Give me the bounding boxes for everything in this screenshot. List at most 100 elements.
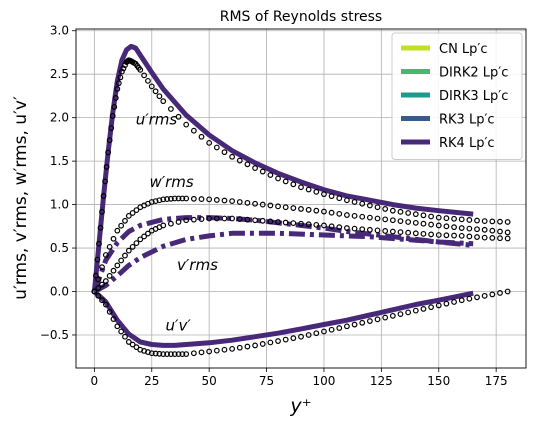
reference-point (190, 195, 197, 202)
y-tick-label: 2.0 (50, 111, 69, 125)
reference-point (305, 332, 312, 338)
reference-point (110, 267, 117, 274)
reference-point (497, 218, 503, 225)
plot-frame (75, 28, 527, 369)
reference-point (99, 297, 105, 304)
reference-point (504, 235, 511, 242)
reference-point (206, 215, 213, 222)
reference-point (229, 198, 236, 205)
reference-point (125, 212, 132, 219)
reference-point (374, 227, 381, 234)
reference-point (451, 232, 457, 239)
curve-annotation: w′rms (149, 173, 193, 191)
reference-point (351, 212, 358, 219)
reference-point (114, 86, 121, 92)
reference-point (321, 191, 327, 198)
reference-point (389, 228, 396, 235)
reference-point (298, 333, 304, 340)
reference-point (106, 243, 113, 250)
reference-point (103, 164, 110, 170)
reference-point (118, 328, 125, 335)
reference-point (115, 80, 122, 87)
reference-point (167, 106, 174, 112)
reference-point (344, 212, 350, 218)
reference-point (221, 346, 228, 353)
reference-point (451, 224, 457, 231)
x-tick-label: 175 (485, 374, 508, 388)
reference-point (313, 330, 320, 337)
reference-point (105, 149, 112, 156)
reference-point (108, 125, 115, 131)
reference-point (259, 341, 266, 347)
reference-point (366, 214, 373, 221)
reference-point (474, 217, 480, 224)
reference-point (190, 127, 197, 134)
reference-point (236, 199, 243, 205)
reference-point (117, 74, 124, 81)
reference-point (458, 216, 465, 223)
reference-point (221, 197, 228, 204)
reference-point (190, 350, 197, 357)
reference-point (152, 88, 159, 95)
reference-point (114, 227, 121, 234)
reference-point (229, 345, 236, 352)
y-tick-label: 3.0 (50, 24, 69, 38)
ticks: 0 25 50 75 100 125 150 175 −0.5 0.0 0.5 1.0 1.5 2.0 2.… (40, 24, 508, 388)
reference-point (99, 264, 105, 271)
reference-point (183, 351, 190, 357)
reference-point (412, 211, 419, 218)
reference-point (109, 113, 116, 119)
reference-point (481, 292, 488, 299)
curve-annotation: u′rms (136, 111, 178, 129)
reference-point (229, 215, 236, 222)
reference-point (95, 285, 102, 291)
reference-point (229, 153, 236, 160)
x-tick-label: 125 (370, 374, 393, 388)
reference-point (111, 104, 118, 110)
reference-point (420, 305, 427, 312)
reference-point (298, 206, 304, 212)
reference-point (175, 219, 182, 225)
reference-point (412, 230, 419, 237)
reference-point (175, 351, 182, 357)
reference-point (374, 215, 381, 222)
reference-point (428, 221, 435, 228)
chart-title: RMS of Reynolds stress (220, 9, 382, 25)
reference-point (282, 336, 289, 343)
reference-point (244, 161, 251, 168)
reference-point (236, 216, 243, 222)
reference-point (305, 206, 312, 213)
reference-point (148, 350, 155, 357)
reference-point (206, 196, 213, 203)
reference-point (179, 195, 186, 202)
reference-point (458, 297, 465, 304)
reference-point (125, 339, 132, 345)
reference-point (405, 309, 412, 316)
reference-point (267, 218, 274, 225)
x-tick-label: 150 (427, 374, 450, 388)
reference-point (252, 217, 258, 224)
reference-point (504, 229, 511, 236)
reference-point (344, 225, 350, 231)
reference-point (420, 220, 427, 227)
reference-point (179, 351, 186, 357)
reference-point (305, 186, 312, 193)
reference-point (244, 216, 251, 223)
reference-point (252, 342, 258, 349)
reference-point (351, 321, 358, 328)
reference-point (489, 227, 496, 234)
reference-point (428, 231, 435, 238)
reference-point (175, 113, 182, 120)
reference-point (336, 210, 343, 217)
reference-point (148, 83, 155, 90)
reference-point (206, 139, 213, 146)
reference-point (282, 219, 289, 226)
reference-point (504, 219, 511, 225)
reference-point (236, 157, 243, 164)
reference-point (133, 207, 140, 213)
reference-point (244, 343, 251, 350)
reference-point (359, 200, 366, 207)
reference-point (152, 350, 159, 357)
reference-point (164, 196, 170, 202)
